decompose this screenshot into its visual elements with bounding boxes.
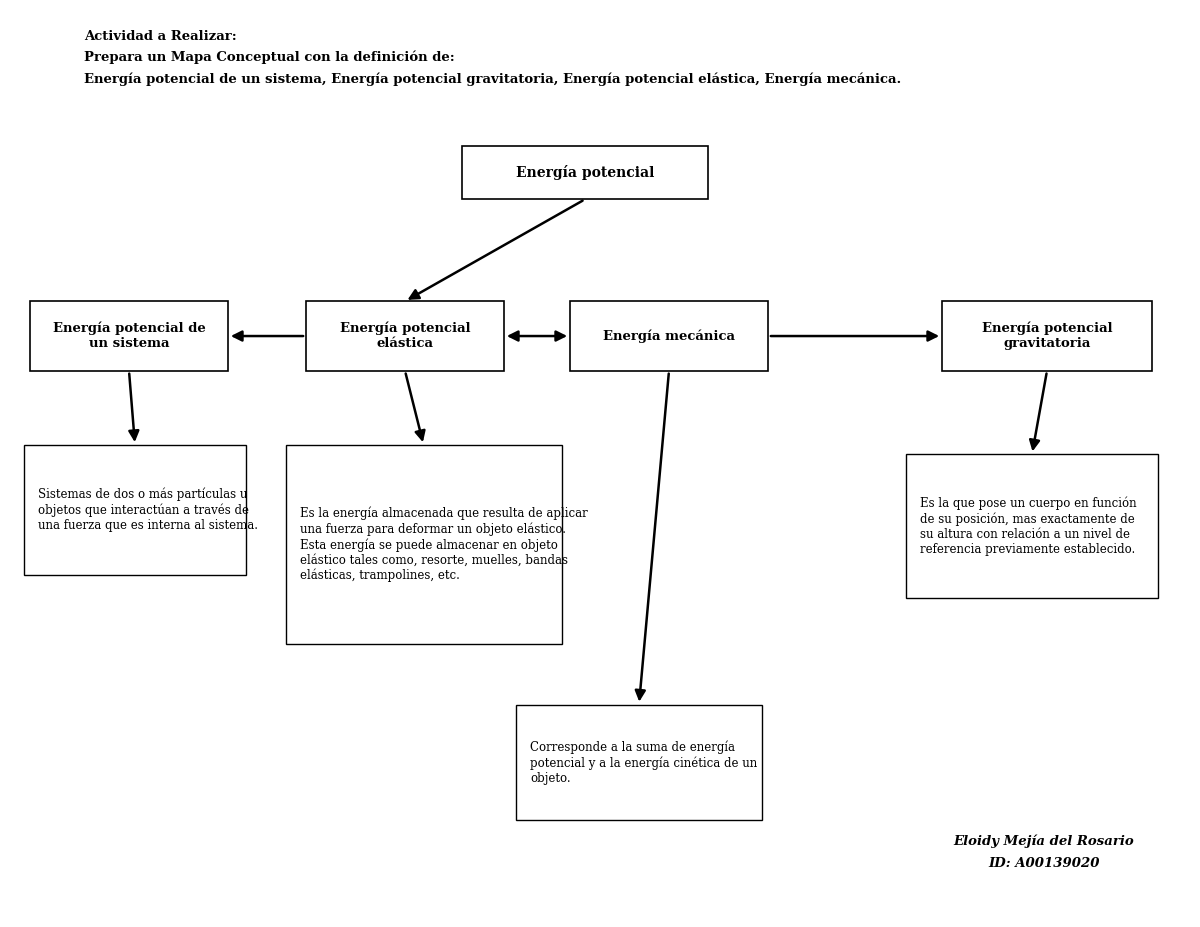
FancyBboxPatch shape [570,301,768,371]
Text: Energía potencial
gravitatoria: Energía potencial gravitatoria [982,322,1112,350]
FancyBboxPatch shape [516,705,762,820]
Text: Energía potencial de un sistema, Energía potencial gravitatoria, Energía potenci: Energía potencial de un sistema, Energía… [84,72,901,86]
FancyBboxPatch shape [942,301,1152,371]
FancyBboxPatch shape [906,454,1158,598]
Text: Prepara un Mapa Conceptual con la definición de:: Prepara un Mapa Conceptual con la defini… [84,51,455,65]
Text: Es la que pose un cuerpo en función
de su posición, mas exactamente de
su altura: Es la que pose un cuerpo en función de s… [920,497,1138,555]
Text: Energía mecánica: Energía mecánica [604,329,734,343]
Text: Corresponde a la suma de energía
potencial y a la energía cinética de un
objeto.: Corresponde a la suma de energía potenci… [530,741,757,784]
FancyBboxPatch shape [30,301,228,371]
Text: Sistemas de dos o más partículas u
objetos que interactúan a través de
una fuerz: Sistemas de dos o más partículas u objet… [38,488,258,532]
Text: Eloidy Mejía del Rosario: Eloidy Mejía del Rosario [954,834,1134,848]
FancyBboxPatch shape [462,146,708,199]
Text: Energía potencial de
un sistema: Energía potencial de un sistema [53,322,205,350]
Text: Actividad a Realizar:: Actividad a Realizar: [84,30,236,43]
Text: Es la energía almacenada que resulta de aplicar
una fuerza para deformar un obje: Es la energía almacenada que resulta de … [300,507,588,582]
Text: Energía potencial: Energía potencial [516,165,654,180]
FancyBboxPatch shape [306,301,504,371]
FancyBboxPatch shape [286,445,562,644]
Text: ID: A00139020: ID: A00139020 [989,857,1099,870]
Text: Energía potencial
elástica: Energía potencial elástica [340,322,470,350]
FancyBboxPatch shape [24,445,246,575]
